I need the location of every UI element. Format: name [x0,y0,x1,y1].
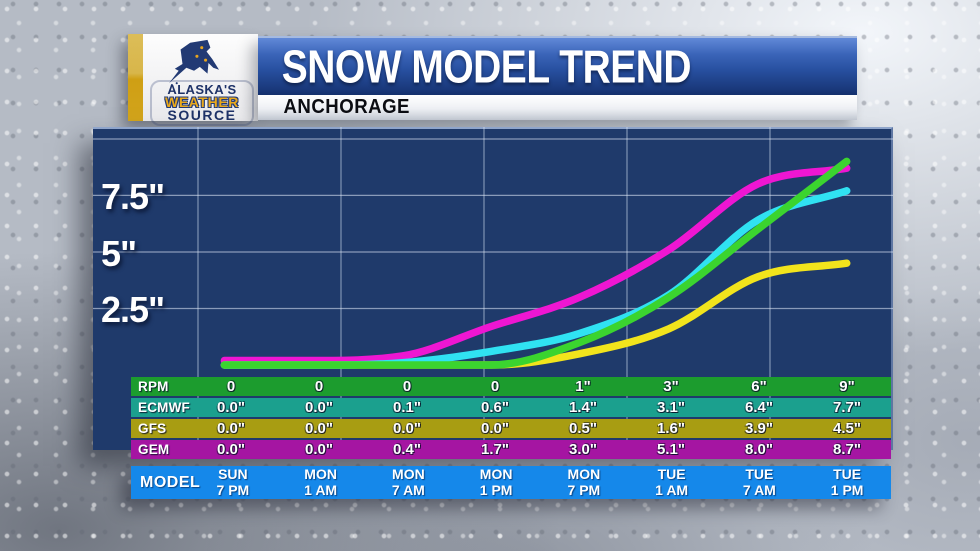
table-cell: 0 [314,378,324,395]
table-cell: 7.7" [833,399,861,416]
table-cell: 0.0" [217,441,245,458]
table-cell: 4.5" [833,420,861,437]
chart-canvas [93,127,893,450]
row-label-gem: GEM [138,442,170,457]
table-cell: 8.7" [833,441,861,458]
series-line-gem [220,164,851,365]
time-axis-cell: SUN 7 PM [216,466,250,498]
y-axis-tick-2-5: 2.5" [101,289,165,330]
table-cell: 0.0" [481,420,509,437]
y-axis-tick-5: 5" [101,233,137,274]
table-cell: 0.0" [217,399,245,416]
time-axis-cell: MON 7 AM [391,466,425,498]
time-axis-cell: MON 1 PM [479,466,513,498]
time-axis-cell: MON 7 PM [567,466,601,498]
table-cell: 6" [751,378,767,395]
table-cell: 0.0" [305,399,333,416]
table-cell: 0.0" [305,420,333,437]
table-cell: 0 [490,378,500,395]
table-cell: 9" [839,378,855,395]
time-axis-cell: TUE 7 AM [742,466,776,498]
y-axis-tick-7-5: 7.5" [101,176,165,217]
table-row-gem: GEM 0.0" 0.0" 0.4" 1.7" 3.0" 5.1" 8.0" 8.7" [131,440,891,459]
table-cell: 1.7" [481,441,509,458]
table-cell: 1.4" [569,399,597,416]
row-values-gfs: 0.0" 0.0" 0.0" 0.0" 0.5" 1.6" 3.9" 4.5" [187,420,891,437]
title-banner: SNOW MODEL TREND [258,36,857,97]
table-row-gfs: GFS 0.0" 0.0" 0.0" 0.0" 0.5" 1.6" 3.9" 4.5" [131,419,891,438]
alaska-map-icon [169,39,220,87]
table-cell: 0.5" [569,420,597,437]
time-axis-row: MODEL SUN 7 PM MON 1 AM MON 7 AM MON 1 PM MON 7 P… [131,466,891,499]
snow-trend-chart: 7.5" 5" 2.5" [93,127,893,450]
page-title: SNOW MODEL TREND [281,41,692,93]
table-cell: 0 [226,378,236,395]
table-cell: 3" [663,378,679,395]
table-cell: 6.4" [745,399,773,416]
table-cell: 5.1" [657,441,685,458]
logo-line-alaskas: ALASKA'S [167,82,237,97]
row-values-gem: 0.0" 0.0" 0.4" 1.7" 3.0" 5.1" 8.0" 8.7" [187,441,891,458]
time-axis-cell: TUE 1 PM [830,466,864,498]
row-values-rpm: 0 0 0 0 1" 3" 6" 9" [187,378,891,395]
time-axis-cell: TUE 1 AM [655,466,689,498]
row-label-gfs: GFS [138,421,167,436]
subtitle-banner: ANCHORAGE [258,95,857,120]
table-cell: 3.1" [657,399,685,416]
table-row-rpm: RPM 0 0 0 0 1" 3" 6" 9" [131,377,891,396]
logo-gold-stripe [128,34,143,121]
table-cell: 1.6" [657,420,685,437]
table-cell: 8.0" [745,441,773,458]
series-line-rpm [220,157,851,369]
logo-line-source: SOURCE [167,107,237,123]
table-cell: 3.9" [745,420,773,437]
time-axis-cell: MON 1 AM [304,466,338,498]
model-axis-label: MODEL [140,473,201,491]
table-cell: 0.4" [393,441,421,458]
row-values-ecmwf: 0.0" 0.0" 0.1" 0.6" 1.4" 3.1" 6.4" 7.7" [187,399,891,416]
table-cell: 0.0" [393,420,421,437]
station-logo: ALASKA'S WEATHER SOURCE [128,34,258,126]
table-cell: 0.6" [481,399,509,416]
table-cell: 0.1" [393,399,421,416]
logo-line-weather: WEATHER [165,94,239,110]
table-cell: 1" [575,378,591,395]
logo-wordmark: ALASKA'S WEATHER SOURCE [150,80,254,126]
table-row-ecmwf: ECMWF 0.0" 0.0" 0.1" 0.6" 1.4" 3.1" 6.4" 7.7" [131,398,891,417]
model-table: RPM 0 0 0 0 1" 3" 6" 9" ECMWF 0.0" 0.0" 0.1" 0.6" 1… [131,377,891,459]
table-cell: 0.0" [305,441,333,458]
table-cell: 0 [402,378,412,395]
location-label: ANCHORAGE [283,95,410,118]
table-cell: 0.0" [217,420,245,437]
row-label-ecmwf: ECMWF [138,400,190,415]
row-label-rpm: RPM [138,379,169,394]
table-cell: 3.0" [569,441,597,458]
time-axis-cells: SUN 7 PM MON 1 AM MON 7 AM MON 1 PM MON 7 PM TUE 1 … [189,466,891,498]
